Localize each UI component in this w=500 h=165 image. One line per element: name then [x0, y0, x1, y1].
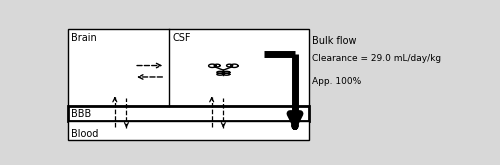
Text: BBB: BBB — [72, 109, 92, 119]
Text: Brain: Brain — [72, 33, 97, 43]
Text: CSF: CSF — [172, 33, 191, 43]
Text: Blood: Blood — [72, 129, 99, 139]
Text: Clearance = 29.0 mL/day/kg: Clearance = 29.0 mL/day/kg — [312, 54, 442, 63]
Bar — [68, 121, 308, 141]
Text: App. 100%: App. 100% — [312, 77, 362, 86]
Bar — [68, 29, 308, 106]
Bar — [68, 106, 308, 121]
Text: Bulk flow: Bulk flow — [312, 36, 357, 46]
